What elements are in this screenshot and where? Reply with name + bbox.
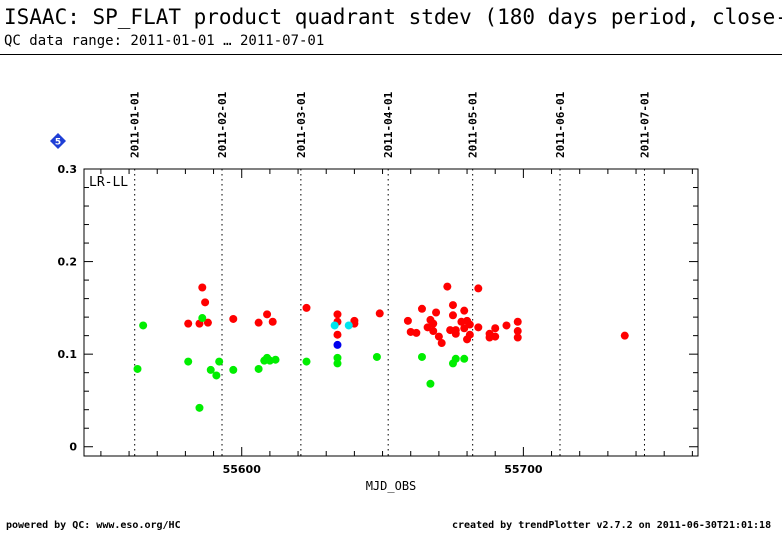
data-point [344,321,353,330]
data-point [443,282,452,291]
data-point [429,327,438,336]
data-point [254,318,263,327]
data-point [620,331,629,340]
x-axis-label: MJD_OBS [366,479,417,493]
page-title: ISAAC: SP_FLAT product quadrant stdev (1… [4,5,782,29]
data-point [198,314,207,323]
data-point [491,324,500,333]
data-point [417,352,426,361]
data-point [229,314,238,323]
data-point [139,321,148,330]
data-point [451,326,460,335]
y-tick-label: 0.3 [58,163,78,176]
axis-ticks: 0 0.1 0.2 0.3 55600 55700 [58,163,698,476]
data-point [513,333,522,342]
date-marker-label: 2011-06-01 [554,91,567,158]
data-point [491,332,500,341]
date-marker-label: 2011-03-01 [295,91,308,158]
x-tick-label: 55700 [504,463,543,476]
data-point [417,304,426,313]
data-point [333,310,342,319]
data-point [133,364,142,373]
data-point [268,317,277,326]
data-point [429,319,438,328]
data-point [195,403,204,412]
data-point [448,311,457,320]
scatter-chart: 5 2011-01-01 2011-02-01 2011-03-01 2011-04-… [50,91,699,493]
date-markers: 2011-01-01 2011-02-01 2011-03-01 2011-04-01… [129,91,651,456]
data-point [302,357,311,366]
y-tick-label: 0.2 [58,256,78,269]
date-marker-label: 2011-05-01 [467,91,480,158]
date-marker-label: 2011-02-01 [216,91,229,158]
data-point [474,323,483,332]
footer-timestamp: created by trendPlotter v2.7.2 on 2011-0… [452,520,772,531]
data-point [215,357,224,366]
data-point [423,323,432,332]
y-tick-label: 0.1 [58,348,78,361]
date-marker-label: 2011-07-01 [638,91,651,158]
data-point [302,303,311,312]
data-point [437,339,446,348]
data-point [434,332,443,341]
data-point [271,355,280,364]
data-point [460,324,469,333]
data-point [502,321,511,330]
data-point [474,284,483,293]
y-tick-label: 0 [69,441,77,454]
badge-label: 5 [55,138,61,148]
data-point [446,326,455,335]
footer-credit: powered by QC: www.eso.org/HC [6,520,181,531]
data-point [451,354,460,363]
data-point [465,320,474,329]
data-point [460,306,469,315]
data-point [513,317,522,326]
plot-frame [83,168,699,457]
data-point [333,340,342,349]
data-point [333,359,342,368]
data-point [412,328,421,337]
data-point [465,330,474,339]
diamond-icon [50,133,66,149]
data-point [263,310,272,319]
data-point [460,354,469,363]
data-point [201,298,210,307]
x-tick-label: 55600 [223,463,262,476]
date-marker-label: 2011-04-01 [382,91,395,158]
data-point [203,318,212,327]
info-badge[interactable]: 5 [50,133,66,149]
data-point [184,357,193,366]
data-point [426,379,435,388]
data-point [254,364,263,373]
panel-label: LR-LL [89,175,128,190]
data-point [333,330,342,339]
data-point [212,371,221,380]
qc-data-range: QC data range: 2011-01-01 … 2011-07-01 [4,33,325,49]
data-point [330,321,339,330]
data-point [372,352,381,361]
data-point [403,316,412,325]
data-point [229,365,238,374]
data-point [448,301,457,310]
data-point [432,308,441,317]
data-point [184,319,193,328]
data-point [333,353,342,362]
data-point [198,283,207,292]
title-divider [0,54,782,55]
data-point [513,327,522,336]
data-point [375,309,384,318]
data-points [133,282,629,412]
date-marker-label: 2011-01-01 [129,91,142,158]
data-point [206,365,215,374]
